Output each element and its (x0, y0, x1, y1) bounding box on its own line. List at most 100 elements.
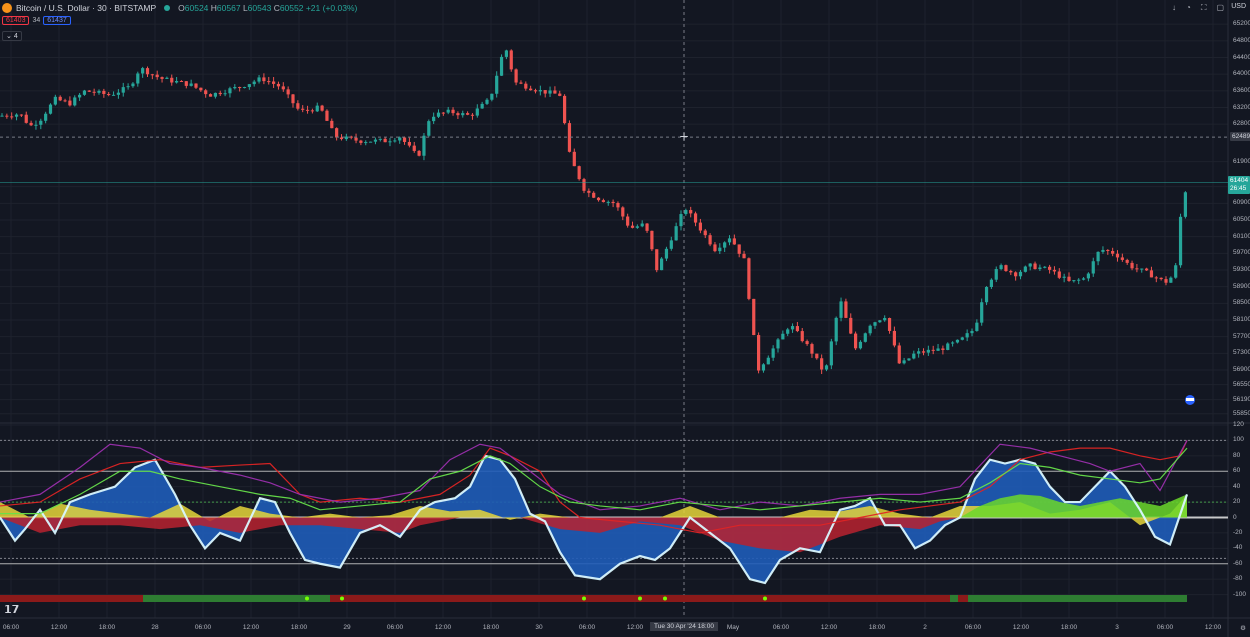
candle-down (5, 115, 9, 117)
candle-down (320, 105, 324, 111)
candle-down (558, 93, 562, 96)
signal-dot (340, 596, 344, 601)
candle-down (567, 123, 572, 152)
candle-up (883, 318, 887, 321)
candle-down (941, 348, 945, 350)
candle-down (272, 81, 276, 84)
candle-up (427, 121, 431, 136)
settings-gear-icon[interactable]: ⚙ (1240, 625, 1246, 632)
price-tick: 60100 (1233, 232, 1250, 240)
candle-up (82, 90, 87, 95)
candle-up (1101, 249, 1105, 252)
market-status-icon (164, 5, 171, 11)
candle-up (960, 337, 964, 340)
price-tick: 59700 (1233, 249, 1250, 257)
candle-up (790, 326, 795, 330)
candle-up (126, 86, 130, 88)
candle-down (592, 192, 596, 198)
candle-down (572, 151, 576, 167)
candle-down (577, 166, 581, 180)
ohlc-readout: O60524 H60567 L60543 C60552 +21 (+0.03%) (178, 3, 358, 13)
candle-up (926, 349, 930, 353)
candle-up (73, 97, 77, 106)
oscillator-tick: 60 (1233, 467, 1241, 475)
time-tick: 18:00 (868, 624, 886, 631)
candle-down (199, 87, 203, 91)
candle-down (335, 128, 339, 138)
candle-up (660, 258, 664, 271)
candle-down (145, 68, 150, 75)
candle-up (538, 90, 542, 92)
oscillator-tick: 80 (1233, 451, 1241, 459)
candle-down (854, 333, 858, 349)
time-tick: 06:00 (772, 624, 790, 631)
download-icon[interactable]: ↓ (1171, 3, 1176, 12)
candle-down (533, 90, 538, 92)
price-tick: 56190 (1233, 395, 1250, 403)
candle-down (810, 344, 814, 354)
candle-up (446, 109, 450, 113)
candle-down (693, 213, 698, 223)
candle-down (58, 96, 62, 101)
crosshair-cursor-icon: + (679, 130, 689, 144)
symbol-title[interactable]: Bitcoin / U.S. Dollar · 30 · BITSTAMP (16, 3, 157, 13)
candle-up (771, 348, 775, 358)
candle-up (475, 108, 479, 116)
candle-up (970, 330, 974, 334)
candle-up (1081, 278, 1086, 280)
candle-down (276, 83, 281, 87)
snapshot-icon[interactable]: ▢ (1216, 3, 1224, 12)
candle-down (456, 113, 460, 116)
candle-down (742, 253, 746, 259)
candle-up (951, 342, 955, 344)
candle-up (965, 333, 969, 338)
price-tick: 57300 (1233, 349, 1250, 357)
buy-button[interactable]: 61437 (43, 16, 71, 25)
price-tick: 58900 (1233, 282, 1250, 290)
price-tick: 58500 (1233, 299, 1250, 307)
candle-down (407, 141, 411, 146)
candle-down (815, 353, 819, 359)
candle-down (713, 244, 717, 252)
candle-down (412, 145, 416, 151)
oscillator-tick: -40 (1233, 544, 1243, 552)
candle-up (606, 201, 610, 203)
candle-up (1178, 216, 1183, 266)
currency-label[interactable]: USD (1231, 3, 1246, 10)
candle-up (111, 94, 116, 96)
candle-down (466, 113, 470, 115)
sell-button[interactable]: 61403 (2, 16, 30, 25)
candle-up (0, 115, 4, 117)
candle-up (761, 364, 766, 371)
candle-down (68, 100, 72, 106)
candle-up (917, 351, 921, 354)
candle-down (296, 103, 300, 109)
candle-down (1052, 269, 1057, 272)
indicators-toggle[interactable]: ⌄ 4 (2, 31, 22, 41)
candle-down (87, 90, 91, 92)
time-tick: 18:00 (482, 624, 500, 631)
alert-icon[interactable]: ◔ (1185, 3, 1191, 12)
candle-down (509, 50, 513, 70)
candle-down (1159, 277, 1163, 280)
candle-up (727, 238, 732, 243)
candle-up (907, 358, 911, 361)
candle-up (228, 88, 232, 94)
candle-up (873, 322, 877, 326)
symbol-header: Bitcoin / U.S. Dollar · 30 · BITSTAMP O6… (0, 0, 1162, 16)
candle-up (858, 341, 863, 349)
time-tick: 30 (535, 624, 543, 631)
candle-up (141, 68, 145, 74)
candle-down (451, 109, 455, 114)
candle-down (596, 197, 601, 201)
candle-down (29, 122, 33, 126)
candle-down (305, 109, 310, 111)
fullscreen-icon[interactable]: ⛶ (1200, 3, 1207, 12)
price-tick: 65200 (1233, 20, 1250, 28)
candle-down (286, 89, 290, 95)
price-tick: 58100 (1233, 316, 1250, 323)
candle-up (1091, 261, 1095, 274)
candle-up (980, 302, 984, 323)
